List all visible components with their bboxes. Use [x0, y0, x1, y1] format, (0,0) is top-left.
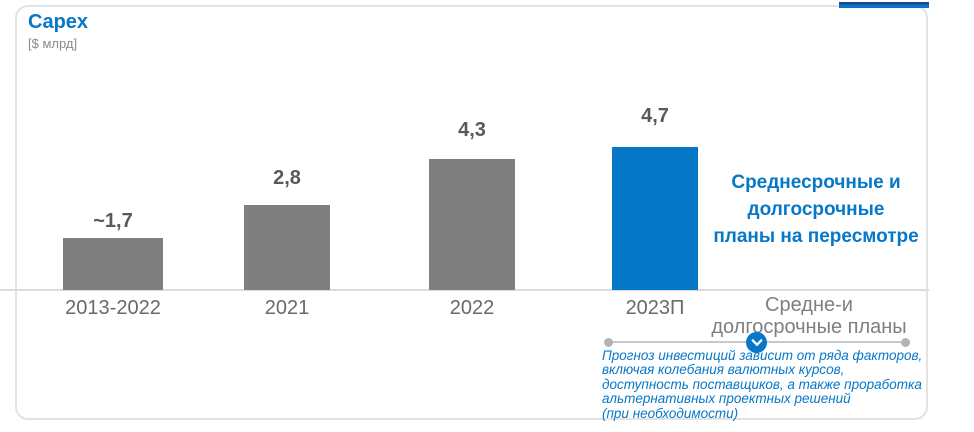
plans-review-annotation: Среднесрочные и долгосрочные планы на пе… [701, 169, 931, 250]
bar-2021 [244, 205, 330, 290]
future-plans-axis-label-line1: Средне-и [765, 294, 853, 316]
bar-value-label-2022: 4,3 [458, 119, 486, 141]
bar-value-label-2021: 2,8 [273, 167, 301, 189]
annotation-line3: планы на пересмотре [713, 226, 919, 247]
footnote-line5: (при необходимости) [602, 405, 739, 421]
x-axis-baseline [0, 289, 929, 291]
timeline-end-dot [901, 338, 910, 347]
annotation-line2: долгосрочные [747, 199, 885, 220]
bar-2013-2022 [63, 238, 163, 290]
card-top-accent [839, 2, 929, 8]
x-tick-label-2013-2022: 2013-2022 [65, 297, 161, 319]
timeline-start-dot [604, 338, 613, 347]
x-tick-label-2023П: 2023П [625, 297, 685, 319]
future-plans-axis-label-line2: долгосрочные планы [711, 316, 907, 338]
bar-value-label-2023П: 4,7 [641, 105, 669, 127]
bar-2022 [429, 159, 515, 290]
chevron-down-icon [746, 332, 767, 353]
bar-value-label-2013-2022: ~1,7 [93, 210, 133, 232]
x-tick-label-2021: 2021 [264, 297, 310, 319]
footnote-line1: Прогноз инвестиций зависит от ряда факто… [602, 348, 923, 363]
footnote-line2: включая колебания валютных курсов, [602, 362, 845, 378]
future-plans-axis-label: Средне-и долгосрочные планы [688, 294, 930, 338]
bar-2023П [612, 147, 698, 290]
chart-title: Capex [28, 11, 89, 33]
footnote-line3: доступность поставщиков, а также прорабо… [602, 376, 922, 392]
forecast-footnote: Прогноз инвестиций зависит от ряда факто… [602, 348, 932, 421]
chart-unit-label: [$ млрд] [28, 36, 78, 51]
annotation-line1: Среднесрочные и [731, 172, 901, 193]
x-tick-label-2022: 2022 [449, 297, 495, 319]
footnote-line4: альтернативных проектных решений [602, 391, 851, 407]
